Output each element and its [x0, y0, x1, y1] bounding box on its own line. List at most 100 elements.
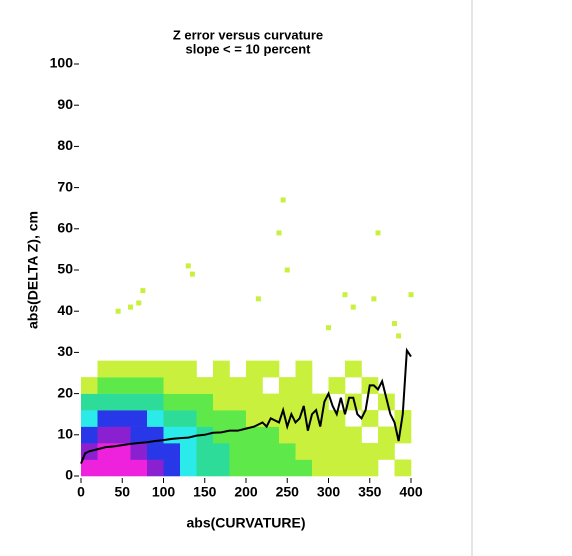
- heatmap-cell: [130, 443, 148, 460]
- heatmap-cell: [279, 459, 296, 477]
- outlier-point: [115, 308, 121, 314]
- heatmap-cell: [147, 443, 164, 460]
- outlier-point: [350, 304, 356, 310]
- outlier-point: [326, 325, 331, 331]
- heatmap-cell: [295, 410, 313, 427]
- heatmap-cell: [361, 459, 379, 477]
- heatmap-cell: [147, 426, 164, 444]
- heatmap-cell: [163, 360, 181, 378]
- heatmap-cell: [213, 377, 230, 394]
- heatmap-cell: [246, 393, 263, 411]
- heatmap-cell: [163, 426, 181, 444]
- heatmap-cell: [114, 360, 131, 378]
- heatmap-cell: [163, 393, 181, 411]
- heatmap-cell: [163, 377, 181, 394]
- heatmap-cell: [196, 410, 214, 427]
- x-tick-label: 50: [114, 484, 130, 500]
- heatmap-cell: [246, 443, 263, 460]
- heatmap-cell: [262, 393, 280, 411]
- heatmap-cell: [81, 377, 98, 394]
- heatmap-cell: [213, 459, 230, 477]
- x-tick-label: 350: [358, 484, 382, 500]
- x-tick-label: 100: [152, 484, 176, 500]
- heatmap-cell: [130, 410, 148, 427]
- heatmap-cell: [130, 426, 148, 444]
- y-tick-label: 50: [57, 261, 73, 277]
- y-tick-label: 100: [50, 55, 74, 71]
- heatmap-cell: [312, 426, 329, 444]
- y-tick-label: 20: [57, 384, 73, 400]
- outlier-point: [396, 333, 402, 339]
- heatmap-cell: [345, 360, 362, 378]
- y-tick-label: 10: [57, 426, 73, 442]
- heatmap-cell: [279, 426, 296, 444]
- heatmap-cell: [229, 459, 247, 477]
- x-tick-label: 400: [399, 484, 423, 500]
- outlier-point: [276, 230, 282, 236]
- heatmap-cell: [147, 360, 164, 378]
- heatmap-cell: [262, 443, 280, 460]
- heatmap-cell: [262, 426, 280, 444]
- heatmap-cell: [345, 443, 362, 460]
- heatmap-cell: [229, 377, 247, 394]
- heatmap-cell: [130, 393, 148, 411]
- outlier-point: [375, 230, 381, 236]
- x-tick-label: 0: [77, 484, 85, 500]
- heatmap-cell: [180, 377, 197, 394]
- heatmap-cell: [213, 410, 230, 427]
- heatmap-cell: [114, 426, 131, 444]
- y-tick-label: 30: [57, 343, 73, 359]
- heatmap-cell: [295, 377, 313, 394]
- y-axis-label: abs(DELTA Z), cm: [25, 211, 41, 329]
- heatmap-cell: [328, 377, 346, 394]
- heatmap-cell: [328, 410, 346, 427]
- heatmap-cell: [196, 393, 214, 411]
- mean-line: [80, 347, 412, 465]
- outlier-point: [128, 304, 133, 310]
- heatmap-cell: [114, 377, 131, 394]
- heatmap-cell: [130, 360, 148, 378]
- heatmap-cell: [180, 443, 197, 460]
- heatmap-cell: [97, 393, 115, 411]
- heatmap-cell: [246, 360, 263, 378]
- outlier-point: [392, 321, 397, 327]
- outlier-point: [185, 263, 191, 269]
- heatmap-cell: [378, 426, 395, 444]
- x-tick-label: 300: [317, 484, 341, 500]
- outlier-point: [342, 292, 348, 298]
- chart-title: Z error versus curvature: [173, 27, 323, 42]
- x-tick-label: 150: [193, 484, 217, 500]
- heatmap-cell: [246, 426, 263, 444]
- heatmap-cell: [262, 360, 280, 378]
- heatmap-cell: [163, 410, 181, 427]
- heatmap-cell: [246, 377, 263, 394]
- heatmap-cell: [328, 426, 346, 444]
- heatmap-cell: [229, 443, 247, 460]
- heatmap-cell: [295, 443, 313, 460]
- heatmap-cell: [378, 443, 395, 460]
- x-axis-label: abs(CURVATURE): [186, 515, 305, 531]
- heatmap-cell: [196, 377, 214, 394]
- outlier-point: [371, 296, 377, 302]
- outlier-point: [255, 296, 261, 302]
- heatmap-cell: [361, 410, 379, 427]
- heatmap-cell: [81, 459, 98, 477]
- heatmap-cell: [147, 393, 164, 411]
- heatmap-cell: [295, 459, 313, 477]
- outlier-point: [284, 267, 290, 273]
- heatmap-cell: [97, 377, 115, 394]
- heatmap-cell: [163, 443, 181, 460]
- y-tick-label: 80: [57, 137, 73, 153]
- heatmap-cell: [394, 459, 412, 477]
- heatmap-cell: [262, 459, 280, 477]
- chart-subtitle: slope < = 10 percent: [185, 41, 311, 56]
- heatmap-cell: [213, 443, 230, 460]
- heatmap-cell: [147, 377, 164, 394]
- heatmap-cell: [180, 426, 197, 444]
- heatmap-cell: [213, 360, 230, 378]
- heatmap-cell: [279, 443, 296, 460]
- heatmap-cell: [345, 459, 362, 477]
- y-tick-label: 0: [65, 467, 73, 483]
- heatmap-cell: [213, 426, 230, 444]
